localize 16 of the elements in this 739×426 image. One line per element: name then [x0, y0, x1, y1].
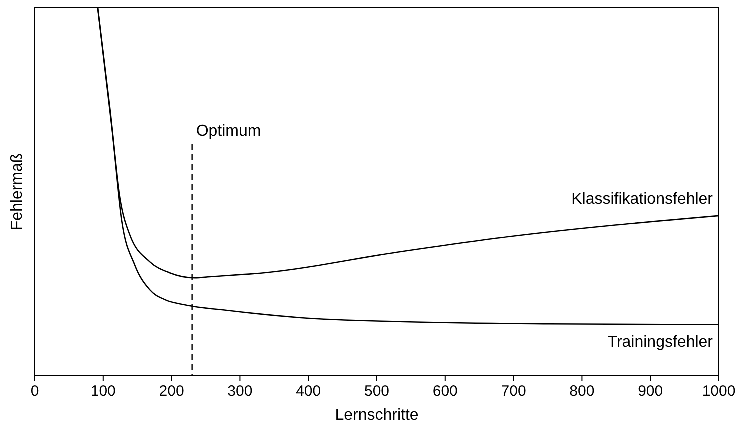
- ref-line-label: Optimum: [196, 123, 262, 140]
- x-tick-label: 600: [432, 383, 458, 400]
- x-tick-label: 700: [501, 383, 526, 400]
- x-tick-label: 100: [90, 383, 116, 400]
- x-tick-label: 900: [638, 383, 664, 400]
- y-axis-title: Fehlermaß: [9, 153, 26, 231]
- series-label: Klassifikationsfehler: [572, 190, 714, 208]
- x-tick-label: 400: [296, 383, 322, 400]
- x-tick-label: 200: [159, 383, 184, 400]
- x-tick-label: 800: [570, 383, 595, 400]
- x-tick-label: 300: [228, 383, 253, 400]
- series-label: Trainingsfehler: [608, 334, 714, 351]
- x-tick-label: 0: [30, 383, 40, 400]
- x-tick-label: 500: [364, 383, 390, 400]
- x-tick-label: 1000: [702, 383, 736, 400]
- x-axis-title: Lernschritte: [335, 407, 419, 424]
